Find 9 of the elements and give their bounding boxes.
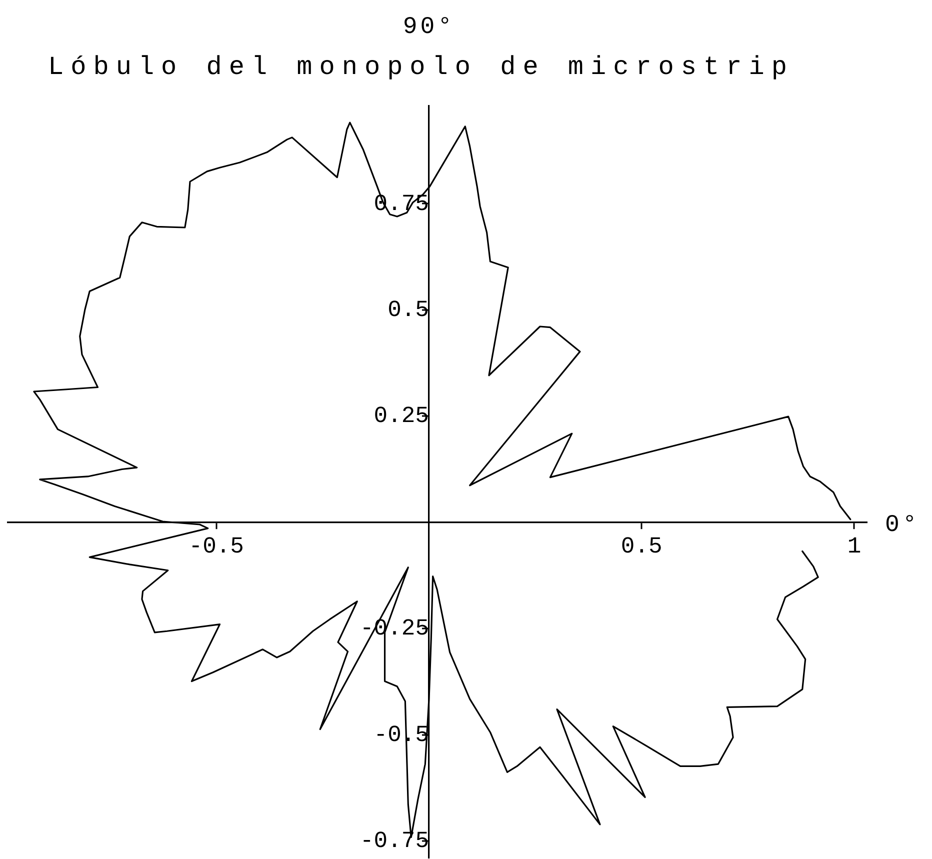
x-tick-label: 0.5 bbox=[620, 533, 662, 560]
x-axis-title: 0° bbox=[885, 512, 920, 540]
x-tick-label: -0.5 bbox=[188, 533, 244, 560]
y-tick-label: -0.75 bbox=[360, 828, 429, 854]
chart-title: Lóbulo del monopolo de microstrip bbox=[48, 52, 794, 82]
y-axis-title: 90° bbox=[402, 14, 456, 41]
x-tick-label: 1 bbox=[847, 533, 862, 560]
y-tick-label: 0.5 bbox=[388, 297, 429, 324]
y-tick-label: 0.25 bbox=[374, 403, 429, 430]
